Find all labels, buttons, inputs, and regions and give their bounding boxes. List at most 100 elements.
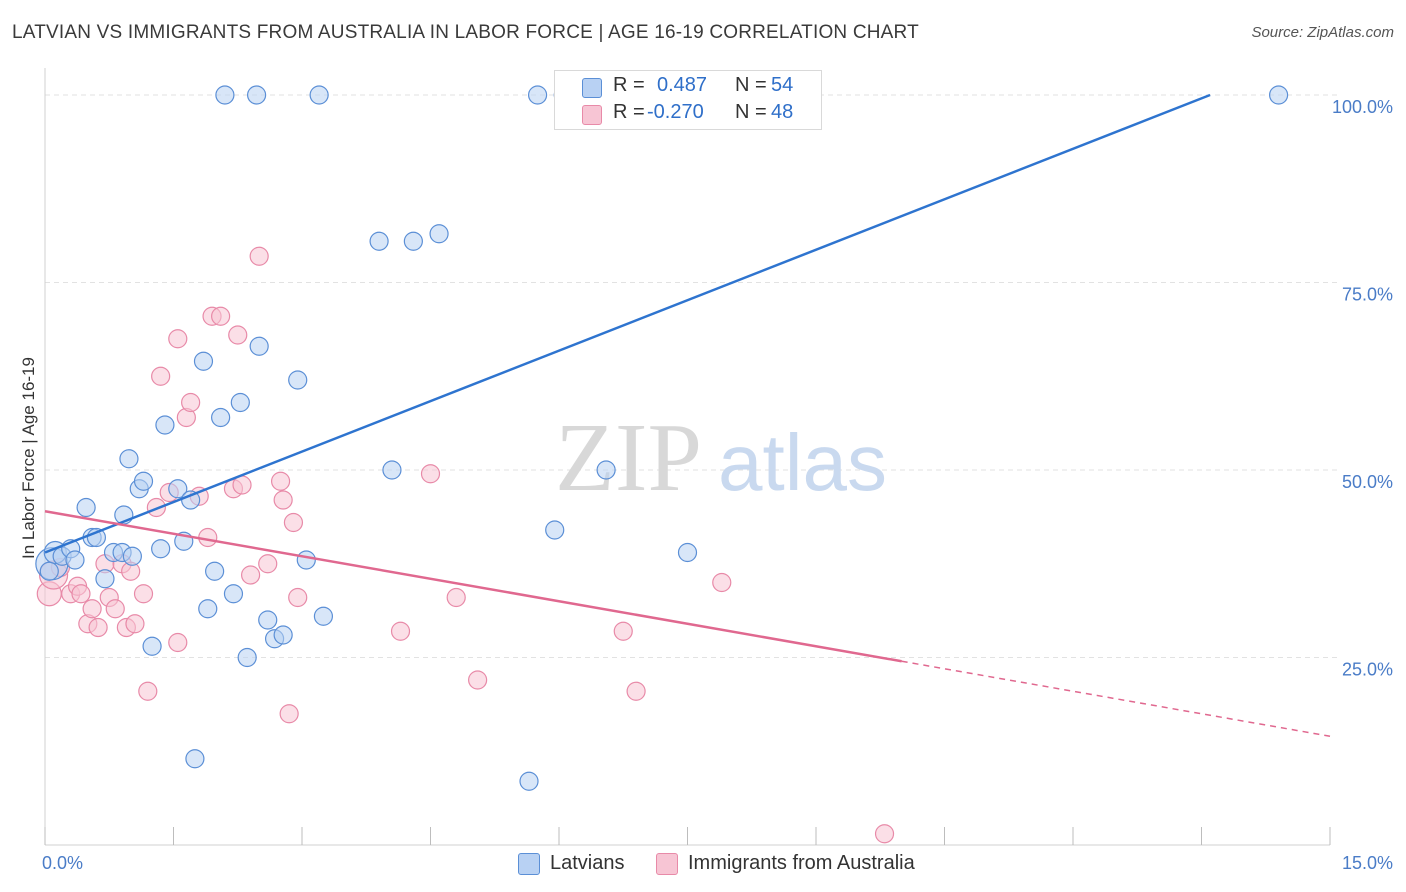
y-tick-label: 75.0%: [1342, 285, 1393, 305]
data-point: [313, 606, 334, 626]
data-point: [125, 614, 145, 634]
data-point: [270, 471, 291, 491]
data-point: [76, 497, 96, 518]
y-tick-label: 25.0%: [1342, 660, 1393, 680]
y-tick-label: 100.0%: [1332, 97, 1393, 117]
data-point: [874, 824, 895, 844]
data-point: [119, 449, 139, 469]
data-point: [596, 460, 616, 480]
trend-line-latvians: [44, 93, 1211, 554]
y-tick-label: 50.0%: [1342, 472, 1393, 492]
data-point: [193, 351, 214, 371]
data-point: [151, 366, 171, 386]
legend-n-label: N =: [735, 74, 767, 96]
data-point: [296, 550, 316, 570]
data-point: [468, 670, 488, 690]
x-tick-label: 0.0%: [42, 853, 83, 873]
legend-swatch-blue: [582, 78, 602, 98]
data-point: [95, 569, 115, 589]
data-point: [230, 392, 250, 413]
data-point: [105, 599, 125, 619]
data-point: [309, 85, 329, 105]
data-point: [249, 336, 269, 356]
data-point: [88, 617, 108, 638]
chart-source: Source: ZipAtlas.com: [1251, 24, 1394, 41]
data-point: [151, 539, 171, 559]
legend-n-value: 48: [771, 101, 794, 123]
data-point: [215, 85, 235, 105]
legend-label-latvians: Latvians: [550, 852, 625, 874]
axes: [44, 68, 1331, 846]
y-tick-labels: 25.0% 50.0% 75.0% 100.0%: [1332, 97, 1393, 680]
data-point: [382, 460, 402, 480]
data-point: [283, 512, 304, 533]
data-point: [155, 415, 175, 435]
data-point: [185, 749, 205, 769]
data-point: [273, 490, 293, 510]
data-point: [71, 584, 91, 604]
x-tick-labels: 0.0% 15.0%: [42, 853, 1393, 873]
data-point: [626, 681, 646, 701]
data-point: [133, 471, 154, 491]
y-axis-label: In Labor Force | Age 16-19: [19, 357, 38, 559]
data-point: [241, 565, 261, 585]
data-point: [249, 246, 269, 266]
legend-swatch-blue: [518, 853, 540, 875]
legend-n-label: N =: [735, 101, 767, 123]
legend-r-value: 0.487: [657, 74, 708, 96]
legend-swatch-pink: [656, 853, 678, 875]
data-point: [205, 561, 225, 581]
data-point: [181, 392, 201, 413]
trend-line-immigrants-extension: [901, 660, 1331, 737]
data-point: [237, 647, 257, 668]
data-point: [198, 599, 218, 619]
stats-legend: R = 0.487 N = 54 R = -0.270 N = 48: [554, 70, 822, 130]
data-point: [429, 224, 449, 244]
data-point: [519, 771, 539, 791]
data-point: [142, 636, 162, 656]
data-point: [133, 584, 154, 604]
chart-title: LATVIAN VS IMMIGRANTS FROM AUSTRALIA IN …: [12, 22, 919, 43]
data-point: [82, 599, 102, 619]
legend-n-value: 54: [771, 74, 794, 96]
legend-r-value: -0.270: [647, 101, 704, 123]
data-point: [446, 587, 466, 608]
data-point: [65, 550, 85, 570]
data-point: [39, 561, 59, 581]
trend-lines: [44, 93, 1331, 737]
data-point: [258, 554, 278, 574]
data-point: [279, 704, 299, 724]
data-point: [228, 325, 248, 345]
data-point: [223, 584, 244, 604]
data-point: [211, 306, 231, 326]
data-point: [122, 546, 142, 566]
legend-label-immigrants: Immigrants from Australia: [688, 852, 915, 874]
trend-line-immigrants: [44, 510, 902, 663]
legend-swatch-pink: [582, 105, 602, 125]
data-point: [258, 610, 278, 630]
grid-lines: [45, 94, 1338, 658]
data-point: [527, 85, 548, 105]
data-point: [168, 479, 188, 499]
data-point: [168, 329, 188, 349]
legend-r-label: R =: [613, 74, 645, 96]
data-point: [403, 231, 423, 251]
data-point: [677, 542, 698, 563]
data-point: [246, 85, 267, 105]
data-point: [369, 231, 389, 251]
watermark-zip: ZIP: [555, 404, 702, 512]
data-point: [211, 407, 231, 428]
series-latvians: [35, 85, 1289, 791]
data-point: [420, 464, 441, 484]
data-point: [168, 632, 188, 653]
data-point: [273, 625, 293, 645]
watermark: ZIP atlas: [555, 404, 887, 512]
data-point: [138, 681, 158, 701]
data-point: [613, 621, 633, 641]
x-tick-label: 15.0%: [1342, 853, 1393, 873]
watermark-atlas: atlas: [718, 418, 887, 507]
data-point: [390, 621, 411, 641]
data-point: [288, 370, 308, 390]
legend-r-label: R =: [613, 101, 645, 123]
